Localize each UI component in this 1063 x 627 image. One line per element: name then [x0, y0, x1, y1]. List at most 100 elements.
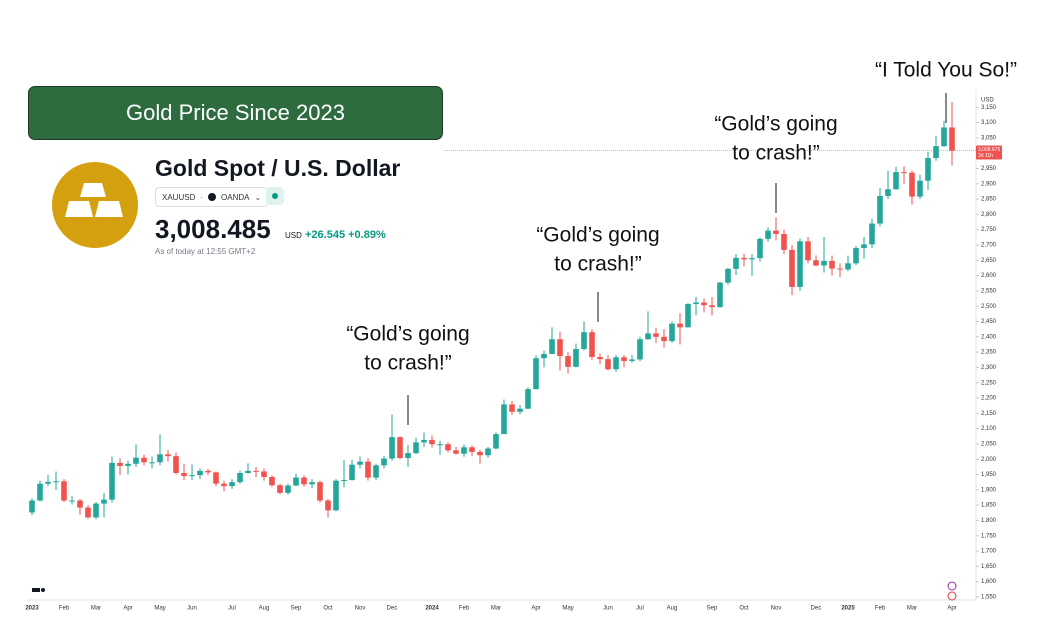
x-tick-label: Oct: [739, 606, 749, 612]
candle-body: [941, 127, 947, 147]
candle-body: [53, 481, 59, 483]
candle-body: [685, 304, 691, 328]
symbol-pill[interactable]: XAUUSD · OANDA ⌄: [155, 187, 269, 207]
candle-body: [453, 450, 459, 454]
x-tick-label: Oct: [323, 606, 333, 612]
candle-body: [701, 302, 707, 306]
y-tick-label: 1,600: [981, 579, 997, 585]
x-tick-label: Jun: [187, 606, 197, 612]
x-tick-label: Jun: [603, 606, 613, 612]
candle-body: [213, 472, 219, 484]
price: 3,008.485: [155, 214, 271, 244]
axis-unit: USD: [981, 98, 994, 104]
x-tick-label: Mar: [91, 606, 101, 612]
candle-body: [877, 196, 883, 224]
instrument-name: Gold Spot / U.S. Dollar: [155, 155, 401, 181]
y-tick-label: 3,150: [981, 105, 997, 111]
candle-body: [581, 332, 587, 350]
candle-body: [949, 127, 955, 151]
candle-body: [869, 223, 875, 245]
annotation-text: “I Told You So!”: [875, 59, 1017, 82]
y-tick-label: 2,650: [981, 258, 997, 264]
annotation-text: to crash!”: [732, 142, 820, 165]
candle-body: [245, 470, 251, 473]
y-tick-label: 2,300: [981, 365, 997, 371]
candle-body: [445, 444, 451, 451]
candle-body: [405, 453, 411, 458]
y-tick-label: 2,750: [981, 227, 997, 233]
candle-body: [717, 282, 723, 308]
x-tick-label: 2025: [841, 606, 855, 612]
candle-body: [109, 462, 115, 500]
candle-body: [141, 457, 147, 463]
candle-body: [677, 323, 683, 328]
candle-body: [221, 483, 227, 487]
candle-body: [61, 481, 67, 501]
currency: USD: [285, 231, 302, 240]
candle-body: [125, 463, 131, 466]
candle-body: [781, 233, 787, 250]
candle-body: [437, 444, 443, 446]
y-tick-label: 2,400: [981, 334, 997, 340]
candle-body: [325, 500, 331, 511]
candle-body: [429, 439, 435, 445]
candle-body: [637, 339, 643, 360]
candle-body: [565, 356, 571, 367]
candle-body: [573, 349, 579, 367]
x-tick-label: Sep: [707, 606, 718, 612]
event-icon: [947, 591, 957, 601]
candle-body: [37, 483, 43, 501]
last-price-tag: [976, 145, 1002, 160]
y-tick-label: 1,900: [981, 487, 997, 493]
candle-body: [365, 461, 371, 478]
candle-body: [725, 268, 731, 283]
candle-body: [901, 172, 907, 174]
candle-body: [613, 357, 619, 370]
candle-body: [821, 260, 827, 266]
candle-body: [301, 477, 307, 485]
candle-body: [77, 500, 83, 508]
candle-body: [229, 482, 235, 487]
candle-body: [485, 448, 491, 456]
tv-logo-dot: [41, 588, 45, 592]
banner: Gold Price Since 2023: [28, 86, 443, 140]
y-tick-label: 1,850: [981, 503, 997, 509]
candle-body: [349, 464, 355, 481]
candle-body: [285, 485, 291, 493]
candle-body: [133, 457, 139, 464]
candle-body: [669, 323, 675, 342]
candle-body: [797, 241, 803, 287]
annotation-text: “Gold’s going: [346, 323, 469, 346]
candle-body: [197, 470, 203, 476]
annotation-text: “Gold’s going: [536, 224, 659, 247]
candle-body: [557, 339, 563, 357]
annotation-text: to crash!”: [554, 253, 642, 276]
candle-body: [149, 462, 155, 464]
y-tick-label: 2,500: [981, 304, 997, 310]
candle-body: [805, 241, 811, 261]
candle-body: [541, 353, 547, 359]
candle-body: [885, 189, 891, 196]
candle-body: [909, 172, 915, 197]
y-tick-label: 2,250: [981, 380, 997, 386]
candle-body: [733, 257, 739, 269]
candle-body: [517, 408, 523, 412]
candle-body: [317, 482, 323, 501]
candle-body: [813, 260, 819, 266]
x-tick-label: Jul: [636, 606, 644, 612]
x-tick-label: Apr: [123, 606, 132, 612]
candle-body: [509, 404, 515, 412]
candle-body: [397, 437, 403, 458]
market-status[interactable]: [266, 187, 284, 205]
candle-body: [341, 480, 347, 482]
candle-body: [789, 249, 795, 287]
y-tick-label: 3,050: [981, 135, 997, 141]
x-tick-label: 2023: [25, 606, 39, 612]
candle-body: [165, 454, 171, 457]
candle-body: [845, 263, 851, 270]
y-tick-label: 2,600: [981, 273, 997, 279]
y-tick-label: 1,800: [981, 518, 997, 524]
y-tick-label: 2,950: [981, 166, 997, 172]
y-tick-label: 1,700: [981, 549, 997, 555]
candle-body: [533, 358, 539, 390]
